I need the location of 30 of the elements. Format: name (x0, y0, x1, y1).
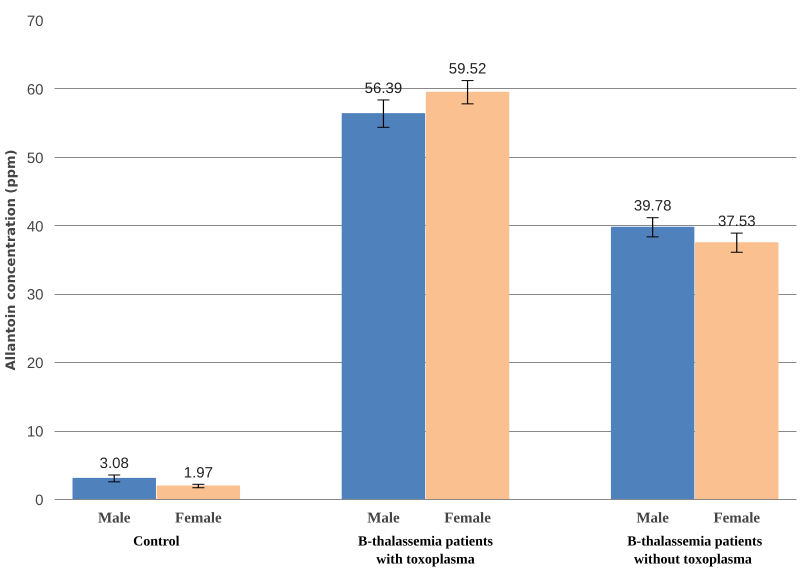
bar (342, 113, 426, 500)
data-label: 39.78 (634, 198, 672, 215)
bar (426, 92, 510, 500)
y-tick-label: 0 (35, 492, 44, 509)
x-tick-label: B-thalassemia patients with toxoplasma (358, 534, 494, 568)
data-label: 59.52 (448, 60, 486, 78)
y-tick-label: 20 (26, 355, 44, 372)
y-tick-label: 70 (26, 13, 44, 30)
text: Female (444, 510, 491, 526)
bar (156, 486, 240, 500)
text: Female (713, 510, 760, 526)
data-label: 37.53 (718, 213, 756, 230)
y-tick-label: 50 (26, 150, 44, 167)
x-tick-label: Control (133, 534, 180, 550)
y-axis-title: Allantoin concentration (ppm) (4, 150, 19, 370)
x-tick-label: B-thalassemia patients without toxoplasma (627, 534, 763, 568)
data-label: 56.39 (364, 80, 402, 97)
bar (72, 478, 156, 500)
bar (610, 226, 694, 500)
series-label: Female (175, 510, 222, 526)
y-tick-label: 30 (26, 286, 44, 304)
text: Male (636, 510, 669, 526)
data-label: 3.08 (100, 455, 129, 472)
bar (695, 242, 778, 500)
text: Male (367, 510, 400, 526)
y-tick-label: 60 (26, 81, 44, 98)
series-label: Male (98, 510, 131, 526)
y-tick-label: 40 (26, 218, 44, 236)
y-tick-label: 10 (26, 424, 44, 441)
data-label: 1.97 (184, 464, 213, 482)
